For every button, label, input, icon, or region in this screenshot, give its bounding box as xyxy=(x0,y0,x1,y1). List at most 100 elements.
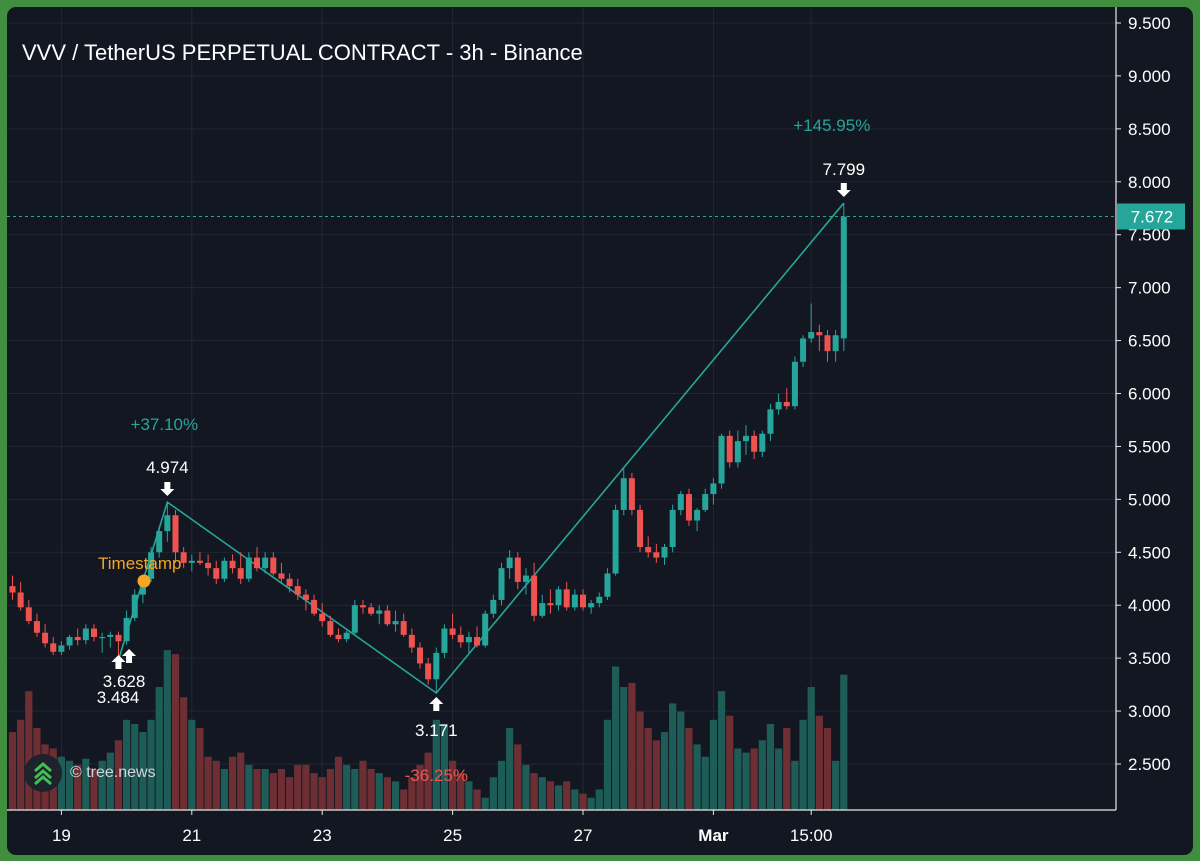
candle[interactable] xyxy=(9,586,16,593)
candle[interactable] xyxy=(115,634,122,642)
candle[interactable] xyxy=(759,433,766,452)
timestamp-dot-icon[interactable] xyxy=(137,574,151,588)
candle[interactable] xyxy=(620,478,627,510)
candle[interactable] xyxy=(832,335,839,352)
candle[interactable] xyxy=(474,636,481,646)
candle[interactable] xyxy=(457,634,464,643)
candle[interactable] xyxy=(840,216,847,339)
candle[interactable] xyxy=(237,568,244,579)
candle[interactable] xyxy=(286,578,293,587)
candle[interactable] xyxy=(335,634,342,640)
candle[interactable] xyxy=(188,560,195,563)
candle[interactable] xyxy=(677,494,684,510)
candle[interactable] xyxy=(319,613,326,622)
price-chart[interactable]: 2.500 3.000 3.500 4.000 4.500 5.000 5.500 6.000… xyxy=(7,7,1193,855)
candle[interactable] xyxy=(628,478,635,510)
candle[interactable] xyxy=(25,607,32,622)
candle[interactable] xyxy=(302,594,309,600)
candle[interactable] xyxy=(50,643,57,652)
candle[interactable] xyxy=(506,557,513,569)
candle[interactable] xyxy=(278,573,285,579)
candle[interactable] xyxy=(82,628,89,641)
candle[interactable] xyxy=(123,617,130,642)
candle[interactable] xyxy=(156,531,163,553)
candle[interactable] xyxy=(808,332,815,339)
candle[interactable] xyxy=(824,335,831,352)
candle[interactable] xyxy=(262,557,269,569)
candle[interactable] xyxy=(400,621,407,635)
candle[interactable] xyxy=(368,607,375,614)
candle[interactable] xyxy=(254,557,260,569)
candle[interactable] xyxy=(221,560,228,579)
candle[interactable] xyxy=(775,401,782,410)
candle[interactable] xyxy=(522,575,529,582)
candle[interactable] xyxy=(547,603,554,606)
candle[interactable] xyxy=(42,632,49,644)
candle[interactable] xyxy=(637,509,644,547)
candle[interactable] xyxy=(66,636,73,646)
candle[interactable] xyxy=(131,594,138,618)
candle[interactable] xyxy=(449,628,456,635)
candle[interactable] xyxy=(384,610,391,625)
candle[interactable] xyxy=(490,599,497,614)
candle[interactable] xyxy=(172,515,179,553)
candle[interactable] xyxy=(694,509,701,521)
candle[interactable] xyxy=(17,592,24,608)
candle[interactable] xyxy=(99,636,106,639)
candle[interactable] xyxy=(441,628,448,653)
candle[interactable] xyxy=(58,645,65,652)
candle[interactable] xyxy=(408,634,415,648)
candle[interactable] xyxy=(213,568,220,579)
candle[interactable] xyxy=(327,621,334,635)
candle[interactable] xyxy=(343,632,350,640)
candle[interactable] xyxy=(718,435,725,484)
candle[interactable] xyxy=(311,599,318,614)
candle[interactable] xyxy=(294,586,301,595)
candle[interactable] xyxy=(800,338,807,362)
candle[interactable] xyxy=(229,560,236,569)
candle[interactable] xyxy=(359,605,366,608)
candle[interactable] xyxy=(180,552,187,563)
candle[interactable] xyxy=(555,589,562,606)
candle[interactable] xyxy=(164,515,171,532)
candle[interactable] xyxy=(205,562,212,569)
candle[interactable] xyxy=(767,409,774,434)
candle[interactable] xyxy=(751,435,758,452)
candle[interactable] xyxy=(743,435,749,442)
candle[interactable] xyxy=(588,603,595,608)
candle[interactable] xyxy=(196,560,203,563)
candle[interactable] xyxy=(669,509,676,547)
candle[interactable] xyxy=(351,605,358,633)
candle[interactable] xyxy=(685,494,692,521)
candle[interactable] xyxy=(816,332,823,336)
candle[interactable] xyxy=(392,621,399,625)
candle[interactable] xyxy=(245,557,252,579)
candle[interactable] xyxy=(107,634,114,637)
candle[interactable] xyxy=(539,603,546,616)
candle[interactable] xyxy=(417,647,423,664)
candle[interactable] xyxy=(604,573,611,597)
candle[interactable] xyxy=(612,509,619,574)
candle[interactable] xyxy=(596,596,603,604)
candle[interactable] xyxy=(645,546,652,553)
candle[interactable] xyxy=(74,636,81,641)
candle[interactable] xyxy=(571,594,578,608)
candle[interactable] xyxy=(33,621,40,633)
candle[interactable] xyxy=(563,589,570,608)
candle[interactable] xyxy=(514,557,521,582)
candle[interactable] xyxy=(498,568,505,600)
candle[interactable] xyxy=(580,594,586,608)
candle[interactable] xyxy=(425,663,432,680)
candle[interactable] xyxy=(783,401,790,407)
candle[interactable] xyxy=(653,552,660,558)
candle[interactable] xyxy=(91,628,97,637)
candle[interactable] xyxy=(661,546,668,558)
candle[interactable] xyxy=(791,361,798,407)
candle[interactable] xyxy=(270,557,277,574)
candle[interactable] xyxy=(376,610,383,614)
candle[interactable] xyxy=(734,441,741,463)
candle[interactable] xyxy=(482,613,489,646)
candle[interactable] xyxy=(531,575,538,616)
candle[interactable] xyxy=(710,483,717,495)
candle[interactable] xyxy=(433,652,440,680)
